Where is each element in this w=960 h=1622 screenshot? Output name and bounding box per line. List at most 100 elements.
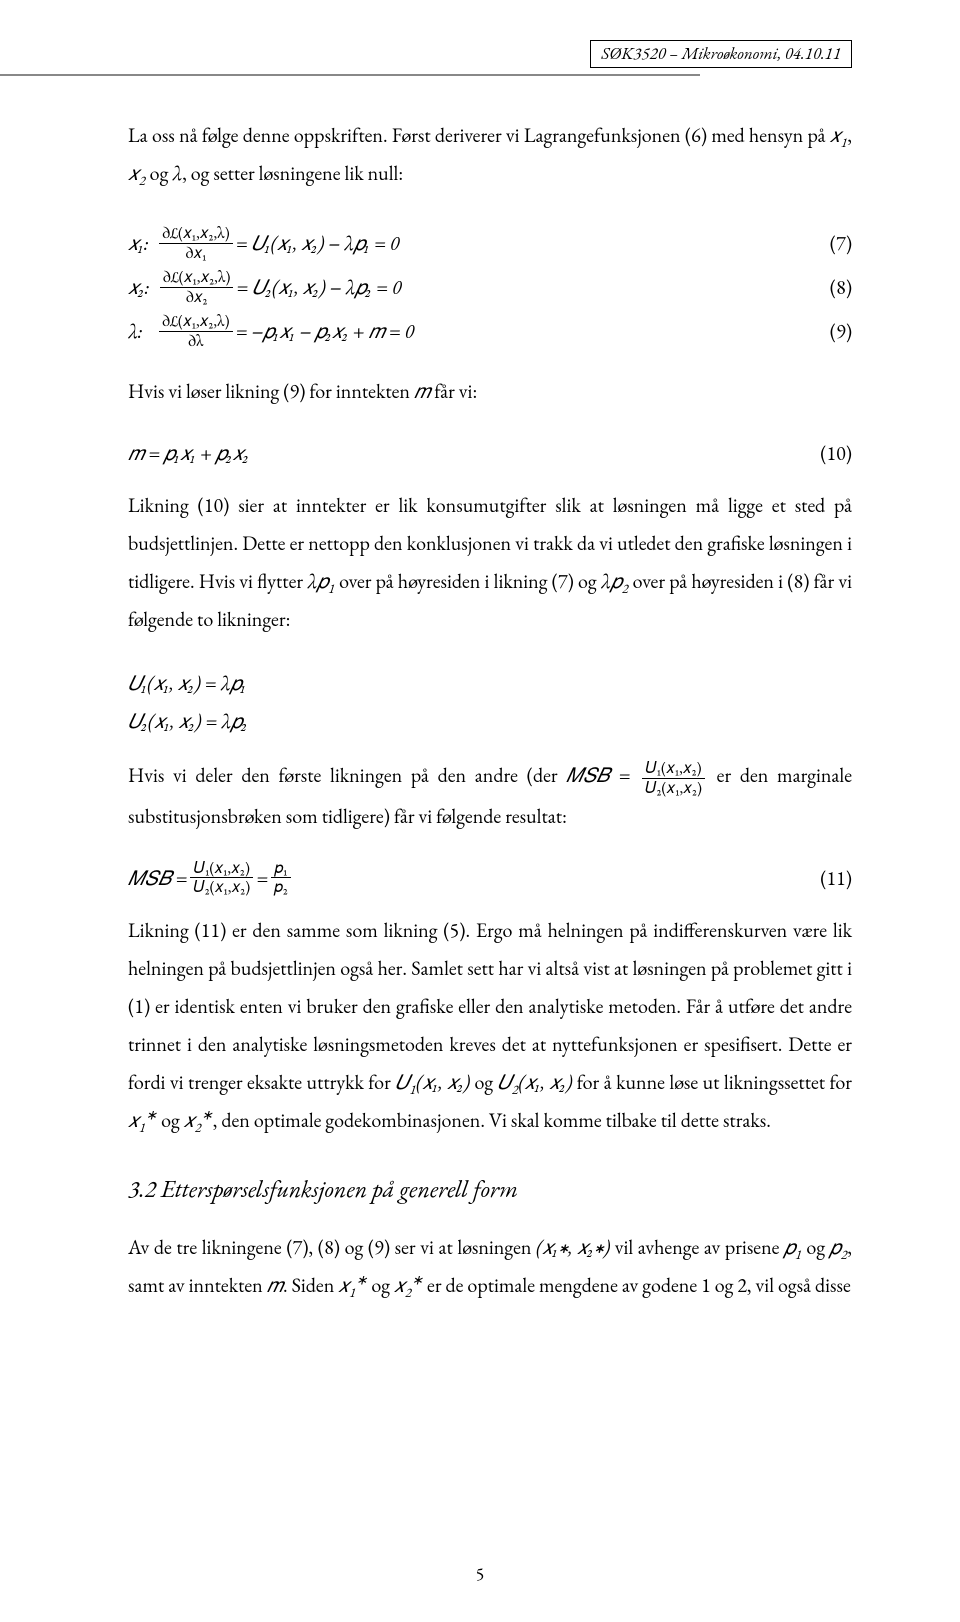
eq7-den: ∂𝑥₁ — [159, 244, 232, 262]
header-course-box: SØK3520 – Mikroøkonomi, 04.10.11 — [590, 40, 852, 68]
eq9-num: ∂ℒ(𝑥₁,𝑥₂,λ) — [159, 312, 232, 331]
header-rule — [0, 74, 700, 76]
sym-x2-base: 𝑥 — [128, 160, 139, 186]
p6-og2: og — [367, 1272, 394, 1298]
U1-args: (𝑥₁, 𝑥₂) — [416, 1069, 470, 1095]
msb-inline-frac: 𝑈₁(𝑥₁,𝑥₂)𝑈₂(𝑥₁,𝑥₂) — [642, 759, 705, 797]
sym-lp1: λ𝑝1 — [307, 568, 335, 594]
section-heading: 3.2 Etterspørselsfunksjonen på generell … — [128, 1167, 852, 1213]
p2b-text: får vi: — [430, 378, 477, 404]
paragraph-3: Likning (10) sier at inntekter er lik ko… — [128, 486, 852, 638]
sym-U2args: 𝑈2(𝑥₁, 𝑥₂) — [498, 1069, 573, 1095]
equation-10: 𝑚 = 𝑝₁𝑥₁ + 𝑝₂𝑥₂ (10) — [128, 434, 852, 472]
p1-base: 𝑝 — [784, 1234, 795, 1260]
p2-base: 𝑝 — [830, 1234, 841, 1260]
xstar2-base: 𝑥 — [184, 1107, 195, 1133]
sym-p1: 𝑝1 — [784, 1234, 802, 1260]
p1-text: La oss nå følge denne oppskriften. Først… — [128, 122, 825, 148]
sym-tuple-star: (𝑥₁∗, 𝑥₂∗) — [536, 1234, 610, 1260]
paragraph-6: Av de tre likningene (7), (8) og (9) ser… — [128, 1228, 852, 1304]
sym-lambda: λ — [172, 160, 182, 186]
p5-og: og — [470, 1069, 498, 1095]
eq9-label: λ: — [128, 312, 142, 350]
p1-comma: , — [847, 122, 852, 148]
U2-base: 𝑈 — [498, 1069, 512, 1095]
sym-x1-base: 𝑥 — [830, 122, 841, 148]
eq11-den1: 𝑈₂(𝑥₁,𝑥₂) — [190, 878, 253, 896]
eq10-number: (10) — [820, 434, 852, 472]
p6e-text: er de optimale mengdene av godene 1 og 2… — [423, 1272, 851, 1298]
p6-og: og — [802, 1234, 830, 1260]
eq11-frac1: 𝑈₁(𝑥₁,𝑥₂) 𝑈₂(𝑥₁,𝑥₂) — [190, 859, 253, 897]
p4a-text: Hvis vi deler den første likningen på de… — [128, 762, 566, 788]
xstar2-sup: ∗ — [201, 1106, 212, 1124]
p5c-text: , den optimale godekombinasjonen. Vi ska… — [213, 1107, 771, 1133]
eq11-eq: = — [256, 859, 268, 897]
paragraph-1: La oss nå følge denne oppskriften. Først… — [128, 116, 852, 192]
eqU2-body: 𝑈₂(𝑥₁, 𝑥₂) = λ𝑝₂ — [128, 708, 248, 734]
msb-inline-den: 𝑈₂(𝑥₁,𝑥₂) — [642, 779, 705, 797]
sym-xstar1: 𝑥1∗ — [128, 1107, 157, 1133]
eq9-frac: ∂ℒ(𝑥₁,𝑥₂,λ) ∂λ — [159, 312, 232, 350]
sym-lp2: λ𝑝2 — [601, 568, 629, 594]
eq11-number: (11) — [820, 859, 852, 897]
p6b-text: vil avhenge av prisene — [610, 1234, 784, 1260]
sym-U1args: 𝑈1(𝑥₁, 𝑥₂) — [395, 1069, 470, 1095]
xstar1b-base: 𝑥 — [338, 1272, 349, 1298]
xstar1b-sup: ∗ — [356, 1272, 367, 1290]
sym-xstar1b: 𝑥1∗ — [338, 1272, 367, 1298]
sym-xstar2b: 𝑥2∗ — [394, 1272, 423, 1298]
sym-x1: 𝑥1 — [830, 122, 848, 148]
sym-lp1-base: λ𝑝 — [307, 568, 328, 594]
page-number: 5 — [0, 1563, 960, 1586]
p6d-text: . Siden — [283, 1272, 338, 1298]
sym-p2: 𝑝2 — [830, 1234, 848, 1260]
eq7-num: ∂ℒ(𝑥₁,𝑥₂,λ) — [159, 224, 232, 243]
U2-args: (𝑥₁, 𝑥₂) — [518, 1069, 572, 1095]
equation-7: 𝑥₁: ∂ℒ(𝑥₁,𝑥₂,λ) ∂𝑥₁ = 𝑈₁(𝑥₁, 𝑥₂) − λ𝑝₁ =… — [128, 224, 852, 262]
sym-m: 𝑚 — [414, 378, 430, 404]
eq8-label: 𝑥₂: — [128, 268, 149, 306]
equation-11: 𝑀𝑆𝐵 = 𝑈₁(𝑥₁,𝑥₂) 𝑈₂(𝑥₁,𝑥₂) = 𝑝₁ 𝑝₂ (11) — [128, 859, 852, 897]
eq7-frac: ∂ℒ(𝑥₁,𝑥₂,λ) ∂𝑥₁ — [159, 224, 232, 262]
xstar1-sup: ∗ — [146, 1106, 157, 1124]
eq7-label: 𝑥₁: — [128, 224, 148, 262]
eq8-num: ∂ℒ(𝑥₁,𝑥₂,λ) — [160, 268, 233, 287]
page-content: La oss nå følge denne oppskriften. Først… — [128, 116, 852, 1304]
msb-inline-num: 𝑈₁(𝑥₁,𝑥₂) — [642, 759, 705, 778]
eq10-body: 𝑚 = 𝑝₁𝑥₁ + 𝑝₂𝑥₂ — [128, 434, 249, 472]
p6a-text: Av de tre likningene (7), (8) og (9) ser… — [128, 1234, 536, 1260]
p2a-text: Hvis vi løser likning (9) for inntekten — [128, 378, 414, 404]
p1-og: og — [150, 160, 173, 186]
paragraph-2: Hvis vi løser likning (9) for inntekten … — [128, 372, 852, 410]
eq9-den: ∂λ — [159, 332, 232, 350]
eq9-rhs: = −𝑝₁𝑥₁ − 𝑝₂𝑥₂ + 𝑚 = 0 — [236, 312, 415, 350]
sym-m2: 𝑚 — [267, 1272, 283, 1298]
p3b-text: over på høyresiden i likning (7) og — [335, 568, 601, 594]
equation-8: 𝑥₂: ∂ℒ(𝑥₁,𝑥₂,λ) ∂𝑥₂ = 𝑈₂(𝑥₁, 𝑥₂) − λ𝑝₂ =… — [128, 268, 852, 306]
eq11-frac2: 𝑝₁ 𝑝₂ — [271, 859, 291, 897]
eq8-number: (8) — [830, 268, 852, 306]
eq11-msb: 𝑀𝑆𝐵 = — [128, 859, 187, 897]
p5-og2: og — [157, 1107, 184, 1133]
paragraph-4: Hvis vi deler den første likningen på de… — [128, 756, 852, 835]
sym-x2-sub: 2 — [139, 172, 146, 190]
U1-base: 𝑈 — [395, 1069, 409, 1095]
sym-x2: 𝑥2 — [128, 160, 146, 186]
eq11-den2: 𝑝₂ — [271, 878, 291, 896]
eq8-rhs: = 𝑈₂(𝑥₁, 𝑥₂) − λ𝑝₂ = 0 — [236, 268, 401, 306]
msb-inline-eq: 𝑀𝑆𝐵 = — [566, 762, 639, 788]
eq7-rhs: = 𝑈₁(𝑥₁, 𝑥₂) − λ𝑝₁ = 0 — [236, 224, 400, 262]
eq8-den: ∂𝑥₂ — [160, 288, 233, 306]
p5b-text: for å kunne løse ut likningssettet for — [572, 1069, 852, 1095]
xstar2b-sup: ∗ — [412, 1272, 423, 1290]
paragraph-5: Likning (11) er den samme som likning (5… — [128, 911, 852, 1139]
sym-xstar2: 𝑥2∗ — [184, 1107, 213, 1133]
xstar2b-base: 𝑥 — [394, 1272, 405, 1298]
equation-U2: 𝑈₂(𝑥₁, 𝑥₂) = λ𝑝₂ — [128, 702, 852, 740]
eq8-frac: ∂ℒ(𝑥₁,𝑥₂,λ) ∂𝑥₂ — [160, 268, 233, 306]
header-course-text: SØK3520 – Mikroøkonomi, 04.10.11 — [601, 43, 841, 65]
eq7-number: (7) — [830, 224, 852, 262]
eq9-number: (9) — [830, 312, 852, 350]
eqU1-body: 𝑈₁(𝑥₁, 𝑥₂) = λ𝑝₁ — [128, 670, 246, 696]
